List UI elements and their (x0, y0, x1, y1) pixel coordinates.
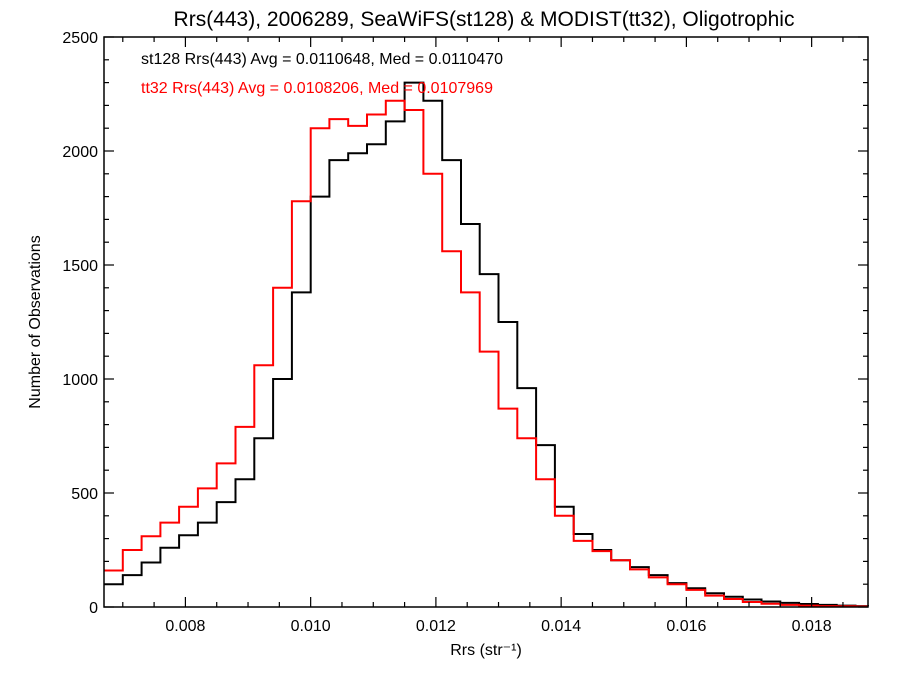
series-line-st128 (104, 81, 869, 608)
x-tick-label: 0.014 (541, 618, 581, 635)
y-tick-label: 2500 (62, 30, 98, 47)
x-axis-label: Rrs (str⁻¹) (450, 642, 522, 659)
x-tick-label: 0.016 (666, 618, 706, 635)
annotation-st128: st128 Rrs(443) Avg = 0.0110648, Med = 0.… (141, 51, 503, 68)
y-tick-label: 2000 (62, 144, 98, 161)
plot-frame (103, 36, 869, 608)
x-tick-label: 0.008 (165, 618, 205, 635)
ticks-layer: 0.008 0.010 0.012 0.014 0.016 0.018 0 500 1000 15… (62, 30, 868, 635)
x-tick-label: 0.018 (792, 618, 832, 635)
series-layer (104, 81, 869, 608)
chart-title: Rrs(443), 2006289, SeaWiFS(st128) & MODI… (174, 8, 795, 31)
y-axis-label: Number of Observations (27, 235, 44, 408)
annotation-tt32: tt32 Rrs(443) Avg = 0.0108206, Med = 0.0… (141, 80, 493, 97)
x-tick-label: 0.010 (291, 618, 331, 635)
x-tick-label: 0.012 (416, 618, 456, 635)
y-tick-label: 0 (89, 600, 98, 617)
series-line-tt32 (104, 99, 868, 608)
y-tick-label: 500 (71, 486, 98, 503)
y-tick-label: 1000 (62, 372, 98, 389)
y-tick-label: 1500 (62, 258, 98, 275)
